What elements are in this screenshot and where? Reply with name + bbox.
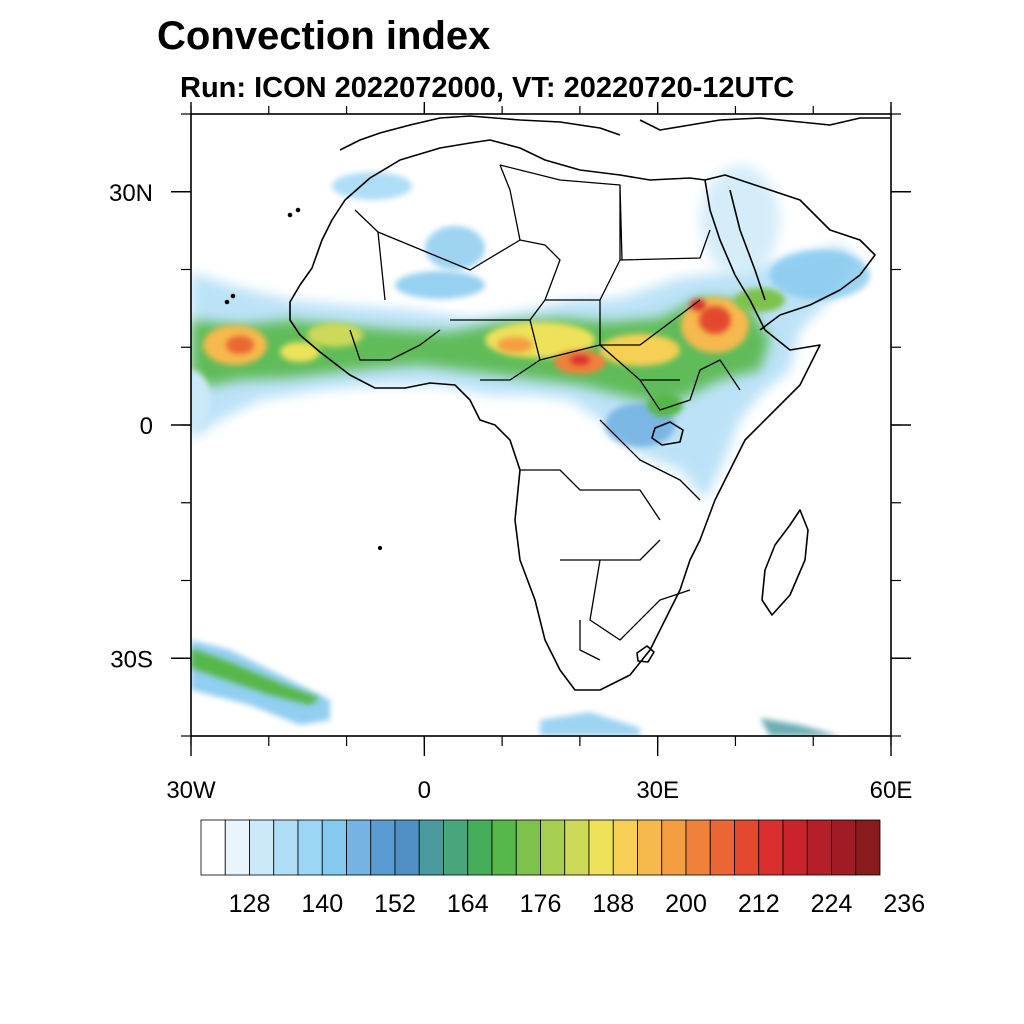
colorbar-box bbox=[564, 819, 590, 876]
x-tick-label: 0 bbox=[418, 777, 431, 804]
colorbar-box bbox=[467, 819, 493, 876]
x-tick-label: 60E bbox=[870, 777, 913, 804]
colorbar-box bbox=[588, 819, 614, 876]
chart-title: Convection index bbox=[157, 14, 491, 58]
field-hotspot bbox=[280, 342, 320, 362]
island bbox=[377, 545, 383, 551]
island bbox=[295, 207, 301, 213]
southern-band bbox=[540, 712, 640, 736]
colorbar-box bbox=[418, 819, 444, 876]
field-hotspot bbox=[307, 323, 363, 347]
colorbar-box bbox=[685, 819, 711, 876]
y-tick-label: 30S bbox=[110, 646, 153, 673]
island bbox=[224, 299, 230, 305]
field-hotspot bbox=[600, 334, 680, 366]
colorbar-box bbox=[612, 819, 638, 876]
lesotho bbox=[636, 645, 655, 663]
field-patch bbox=[700, 165, 780, 275]
colorbar-label: 164 bbox=[447, 890, 489, 918]
colorbar-box bbox=[370, 819, 396, 876]
colorbar-box bbox=[806, 819, 832, 876]
colorbar-box bbox=[709, 819, 735, 876]
colorbar-label: 224 bbox=[811, 890, 853, 918]
colorbar-label: 212 bbox=[738, 890, 780, 918]
coastlines bbox=[224, 115, 890, 691]
colorbar-label: 200 bbox=[665, 890, 707, 918]
colorbar-box bbox=[297, 819, 323, 876]
colorbar-box bbox=[661, 819, 687, 876]
colorbar-label: 152 bbox=[374, 890, 416, 918]
colorbar-label: 176 bbox=[520, 890, 562, 918]
southern-band-core bbox=[191, 648, 320, 705]
colorbar-box bbox=[515, 819, 541, 876]
colorbar-label: 236 bbox=[883, 890, 925, 918]
x-tick-label: 30E bbox=[636, 777, 679, 804]
field-hotspot bbox=[226, 336, 254, 354]
chart-subtitle: Run: ICON 2022072000, VT: 20220720-12UTC bbox=[180, 72, 795, 104]
colorbar-label: 128 bbox=[229, 890, 271, 918]
field-hotspot bbox=[699, 306, 731, 334]
field-hotspot bbox=[647, 393, 683, 417]
map-frame bbox=[190, 113, 892, 737]
colorbar-box bbox=[273, 819, 299, 876]
colorbar-box bbox=[443, 819, 469, 876]
colorbar-label: 140 bbox=[301, 890, 343, 918]
southern-band bbox=[760, 718, 840, 736]
colorbar-box bbox=[540, 819, 566, 876]
colorbar-box bbox=[758, 819, 784, 876]
colorbar-box bbox=[782, 819, 808, 876]
field-hotspot bbox=[570, 355, 590, 365]
colorbar-label: 188 bbox=[592, 890, 634, 918]
convection-field bbox=[191, 165, 870, 736]
colorbar-box bbox=[200, 819, 226, 876]
field-patch bbox=[770, 250, 870, 300]
colorbar-box bbox=[637, 819, 663, 876]
colorbar-box bbox=[249, 819, 275, 876]
field-hotspot bbox=[735, 288, 785, 312]
y-tick-label: 0 bbox=[140, 413, 153, 440]
colorbar-box bbox=[224, 819, 250, 876]
island bbox=[230, 293, 236, 299]
x-tick-label: 30W bbox=[166, 777, 216, 804]
lake-victoria bbox=[651, 421, 684, 446]
country-borders bbox=[349, 164, 741, 661]
field-patch bbox=[191, 370, 211, 430]
field-patch bbox=[425, 226, 485, 270]
field-hotspot bbox=[497, 337, 533, 353]
island bbox=[287, 212, 293, 218]
colorbar: 128 140 152 164 176 188 200 212 224 236 bbox=[200, 819, 925, 918]
colorbar-box bbox=[394, 819, 420, 876]
colorbar-box bbox=[321, 819, 347, 876]
colorbar-box bbox=[734, 819, 760, 876]
colorbar-box bbox=[491, 819, 517, 876]
arabia-coastline bbox=[704, 174, 876, 331]
colorbar-box bbox=[831, 819, 857, 876]
colorbar-box bbox=[855, 819, 881, 876]
field-hotspot bbox=[690, 299, 706, 311]
africa-coastline bbox=[289, 139, 821, 691]
madagascar-coastline bbox=[761, 509, 809, 616]
y-tick-label: 30N bbox=[109, 180, 153, 207]
field-patch bbox=[395, 271, 485, 299]
colorbar-box bbox=[346, 819, 372, 876]
map-axes: 30W 0 30E 60E 30N 0 30S bbox=[109, 102, 912, 804]
europe-coastline bbox=[339, 115, 890, 151]
